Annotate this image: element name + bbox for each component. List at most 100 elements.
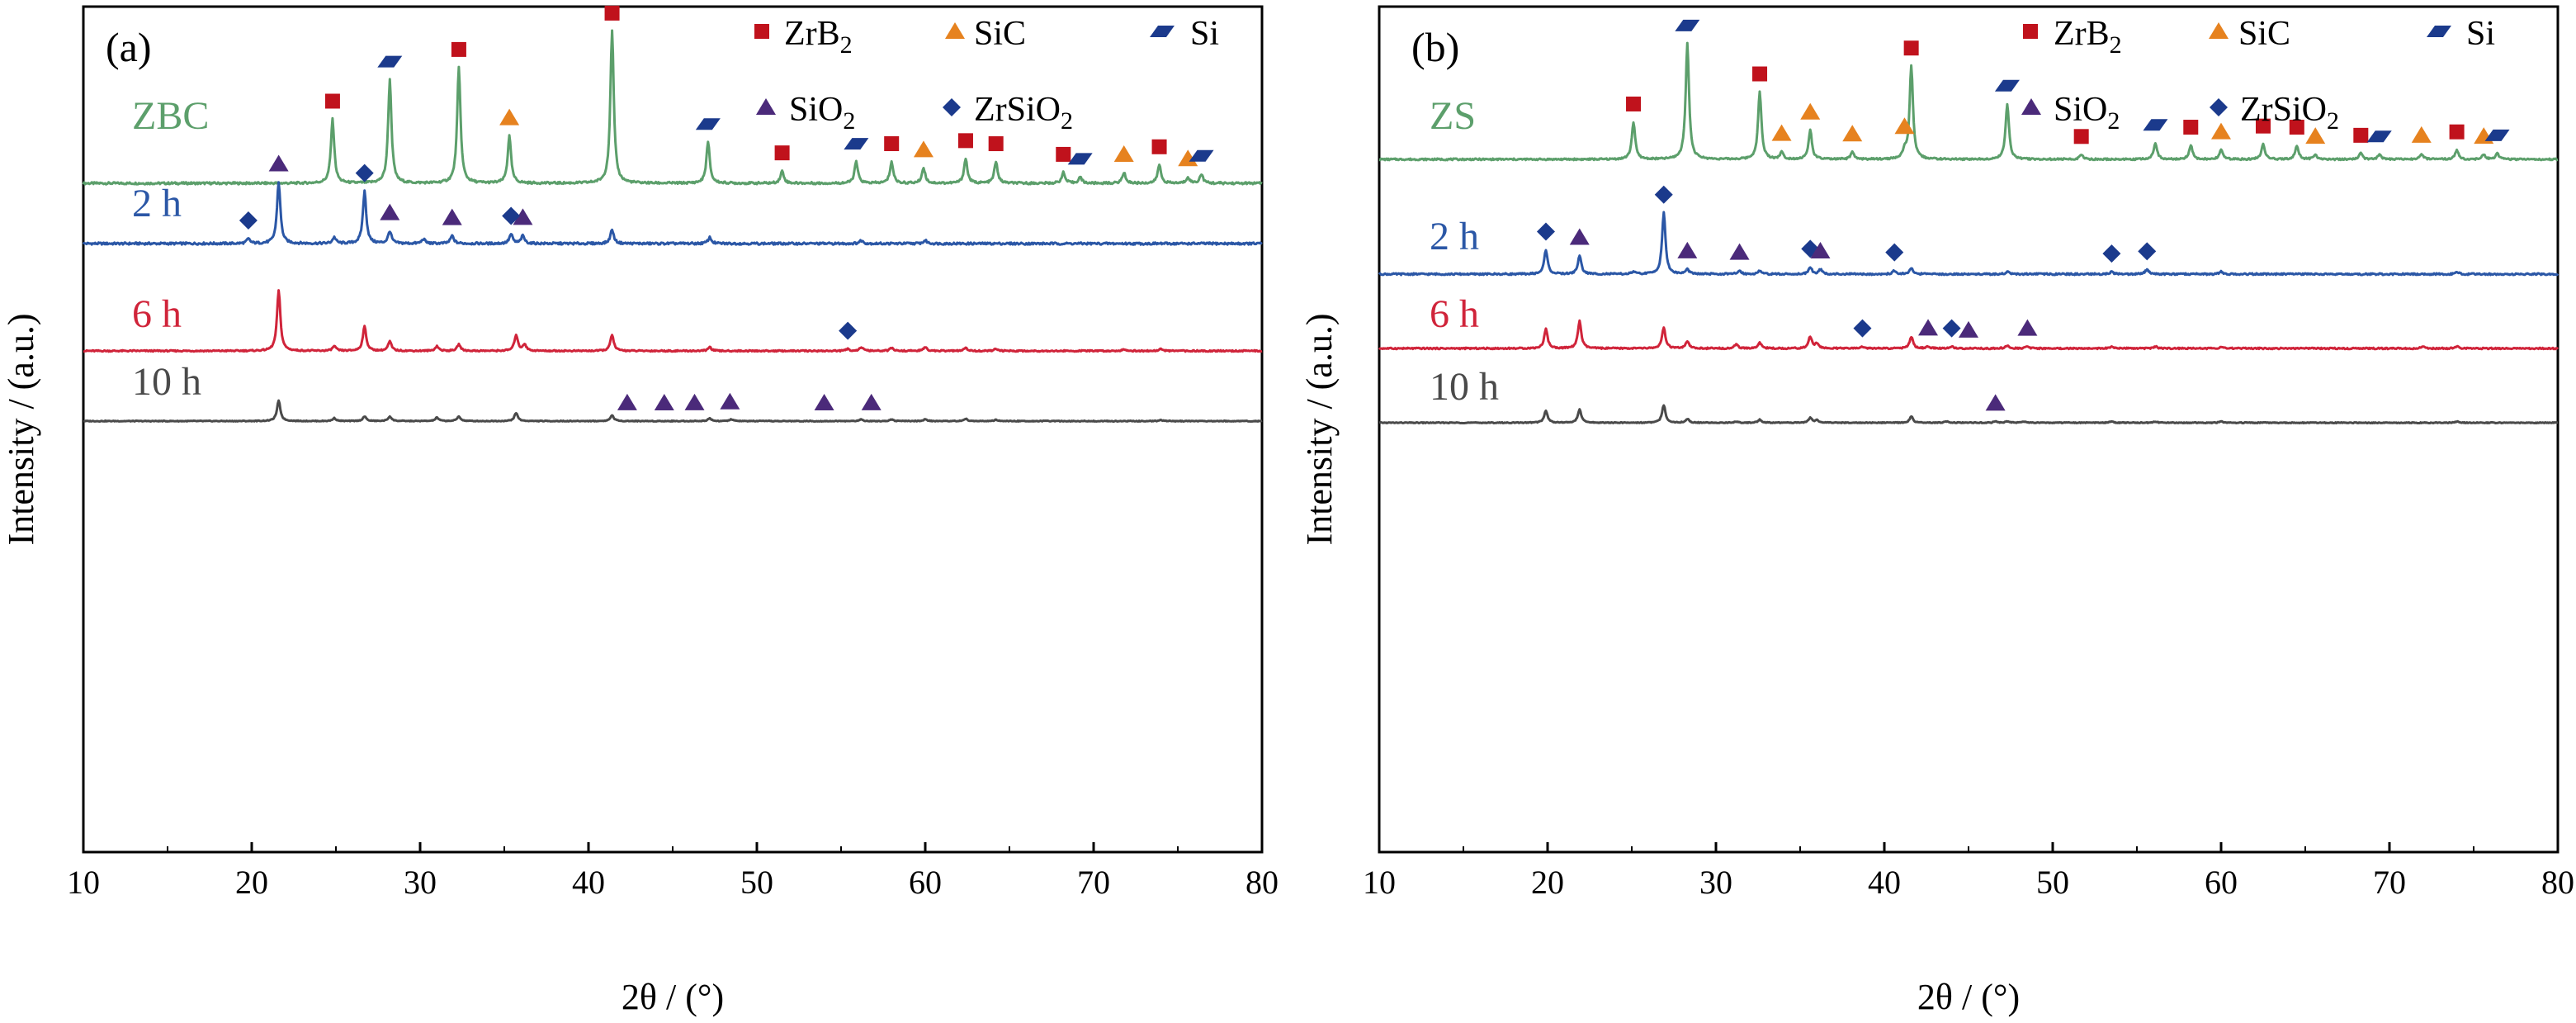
phase-marker-SiO2 xyxy=(720,392,740,410)
x-axis-label: 2θ / (°) xyxy=(622,977,724,1017)
phase-marker-Si xyxy=(1189,149,1214,162)
x-tick-label: 30 xyxy=(404,864,437,901)
phase-marker-Si xyxy=(695,118,721,130)
series-label: 10 h xyxy=(132,360,201,404)
legend-label: ZrB2 xyxy=(784,15,853,59)
phase-marker-ZrB2 xyxy=(324,93,340,109)
series-line-6-h xyxy=(1378,319,2559,351)
x-tick-label: 50 xyxy=(740,864,773,901)
phase-marker-ZrB2 xyxy=(884,136,900,152)
phase-marker-Si xyxy=(2484,129,2510,141)
phase-marker-ZrSiO2 xyxy=(239,211,258,230)
phase-marker-Si xyxy=(1994,79,2020,92)
legend-label: Si xyxy=(2466,15,2495,53)
legend-subscript: 2 xyxy=(2110,31,2122,59)
series-line-2-h xyxy=(82,181,1263,246)
series-label: ZS xyxy=(1430,94,1476,138)
series-line-6-h xyxy=(83,289,1263,353)
phase-marker-SiC xyxy=(2305,127,2326,144)
phase-marker-SiO2 xyxy=(1918,319,1939,336)
plot-area-a: 10 20 30 40 50 60 70 80 2θ / (°) Intensity / (a.u… xyxy=(1,5,1279,1017)
phase-marker-SiO2 xyxy=(1569,228,1590,245)
phase-marker-SiC xyxy=(2411,126,2432,143)
series-label: ZBC xyxy=(132,94,209,138)
x-tick-label: 40 xyxy=(1868,864,1901,901)
x-tick-label: 70 xyxy=(1077,864,1110,901)
legend-subscript: 2 xyxy=(2327,107,2339,135)
series-line-ZS xyxy=(1378,41,2559,162)
legend-marker-SiO2 xyxy=(756,98,776,115)
phase-marker-ZrB2 xyxy=(2073,129,2089,144)
legend-label: ZrSiO2 xyxy=(974,91,1073,135)
phase-marker-ZrSiO2 xyxy=(839,321,858,340)
x-tick-label: 60 xyxy=(909,864,942,901)
phase-marker-SiC xyxy=(2211,122,2231,140)
legend-marker-SiO2 xyxy=(2021,98,2041,115)
phase-marker-SiC xyxy=(1771,124,1792,141)
x-tick-label: 20 xyxy=(1531,864,1564,901)
phase-marker-Si xyxy=(844,138,869,150)
legend-marker-SiC xyxy=(945,22,965,39)
phase-marker-ZrB2 xyxy=(2183,120,2199,135)
phase-marker-Si xyxy=(1067,153,1093,165)
y-axis-label: Intensity / (a.u.) xyxy=(1,313,41,545)
phase-marker-Si xyxy=(1675,19,1700,31)
phase-marker-Si xyxy=(2143,119,2168,131)
series-line-10-h xyxy=(1378,404,2559,424)
phase-marker-ZrB2 xyxy=(1151,139,1167,154)
legend-marker-ZrB2 xyxy=(754,24,769,39)
x-tick-label: 50 xyxy=(2036,864,2069,901)
y-axis-label: Intensity / (a.u.) xyxy=(1299,313,1340,545)
phase-marker-SiO2 xyxy=(268,154,289,172)
legend-subscript: 2 xyxy=(1061,107,1073,135)
legend-marker-ZrB2 xyxy=(2023,24,2038,39)
x-tick-label: 10 xyxy=(67,864,100,901)
legend-marker-ZrSiO2 xyxy=(943,98,961,116)
legend-label: ZrSiO2 xyxy=(2240,91,2339,135)
series-line-10-h xyxy=(83,399,1263,423)
phase-marker-ZrB2 xyxy=(451,41,466,57)
panel-b: 10 20 30 40 50 60 70 80 2θ / (°) Intensity / (a.u… xyxy=(1299,5,2574,1017)
phase-marker-ZrB2 xyxy=(988,136,1004,152)
series-line-2-h xyxy=(1378,211,2559,277)
phase-marker-SiO2 xyxy=(861,393,882,410)
phase-marker-SiC xyxy=(913,140,934,158)
plot-area-b: 10 20 30 40 50 60 70 80 2θ / (°) Intensity / (a.u… xyxy=(1299,15,2574,1017)
x-tick-label: 20 xyxy=(235,864,268,901)
phase-marker-SiO2 xyxy=(2017,319,2038,336)
phase-marker-ZrB2 xyxy=(774,145,790,161)
phase-marker-ZrB2 xyxy=(2449,124,2465,140)
x-tick-label: 70 xyxy=(2373,864,2406,901)
phase-marker-ZrSiO2 xyxy=(355,163,374,182)
plot-frame-a xyxy=(82,5,1264,854)
legend-marker-Si xyxy=(1150,26,1175,37)
phase-marker-ZrB2 xyxy=(1903,40,1919,56)
x-tick-label: 10 xyxy=(1363,864,1396,901)
series-label: 6 h xyxy=(1430,292,1479,336)
phase-marker-SiO2 xyxy=(1985,394,2006,411)
phase-marker-ZrB2 xyxy=(2256,118,2271,134)
phase-marker-ZrSiO2 xyxy=(1885,243,1904,262)
legend-marker-Si xyxy=(2427,26,2451,37)
phase-marker-Si xyxy=(377,55,403,68)
legend-label: SiC xyxy=(974,15,1026,53)
phase-marker-ZrB2 xyxy=(2289,120,2304,135)
legend-subscript: 2 xyxy=(2107,107,2120,135)
phase-marker-SiC xyxy=(1894,117,1915,135)
phase-marker-SiC xyxy=(1842,125,1863,142)
series-label: 2 h xyxy=(1430,215,1479,258)
legend-label: ZrB2 xyxy=(2054,15,2122,59)
phase-marker-ZrSiO2 xyxy=(1942,319,1961,338)
series-label: 6 h xyxy=(132,292,182,336)
phase-marker-ZrB2 xyxy=(1626,96,1642,111)
x-tick-label: 80 xyxy=(1245,864,1279,901)
phase-marker-SiC xyxy=(1113,144,1134,162)
phase-marker-SiO2 xyxy=(442,208,462,225)
legend-marker-ZrSiO2 xyxy=(2210,98,2228,116)
legend-subscript: 2 xyxy=(840,31,853,59)
panel-tag-b: (b) xyxy=(1411,24,1459,70)
phase-marker-SiO2 xyxy=(380,203,400,220)
phase-marker-SiO2 xyxy=(1677,241,1698,258)
legend-label: SiO2 xyxy=(789,91,855,135)
